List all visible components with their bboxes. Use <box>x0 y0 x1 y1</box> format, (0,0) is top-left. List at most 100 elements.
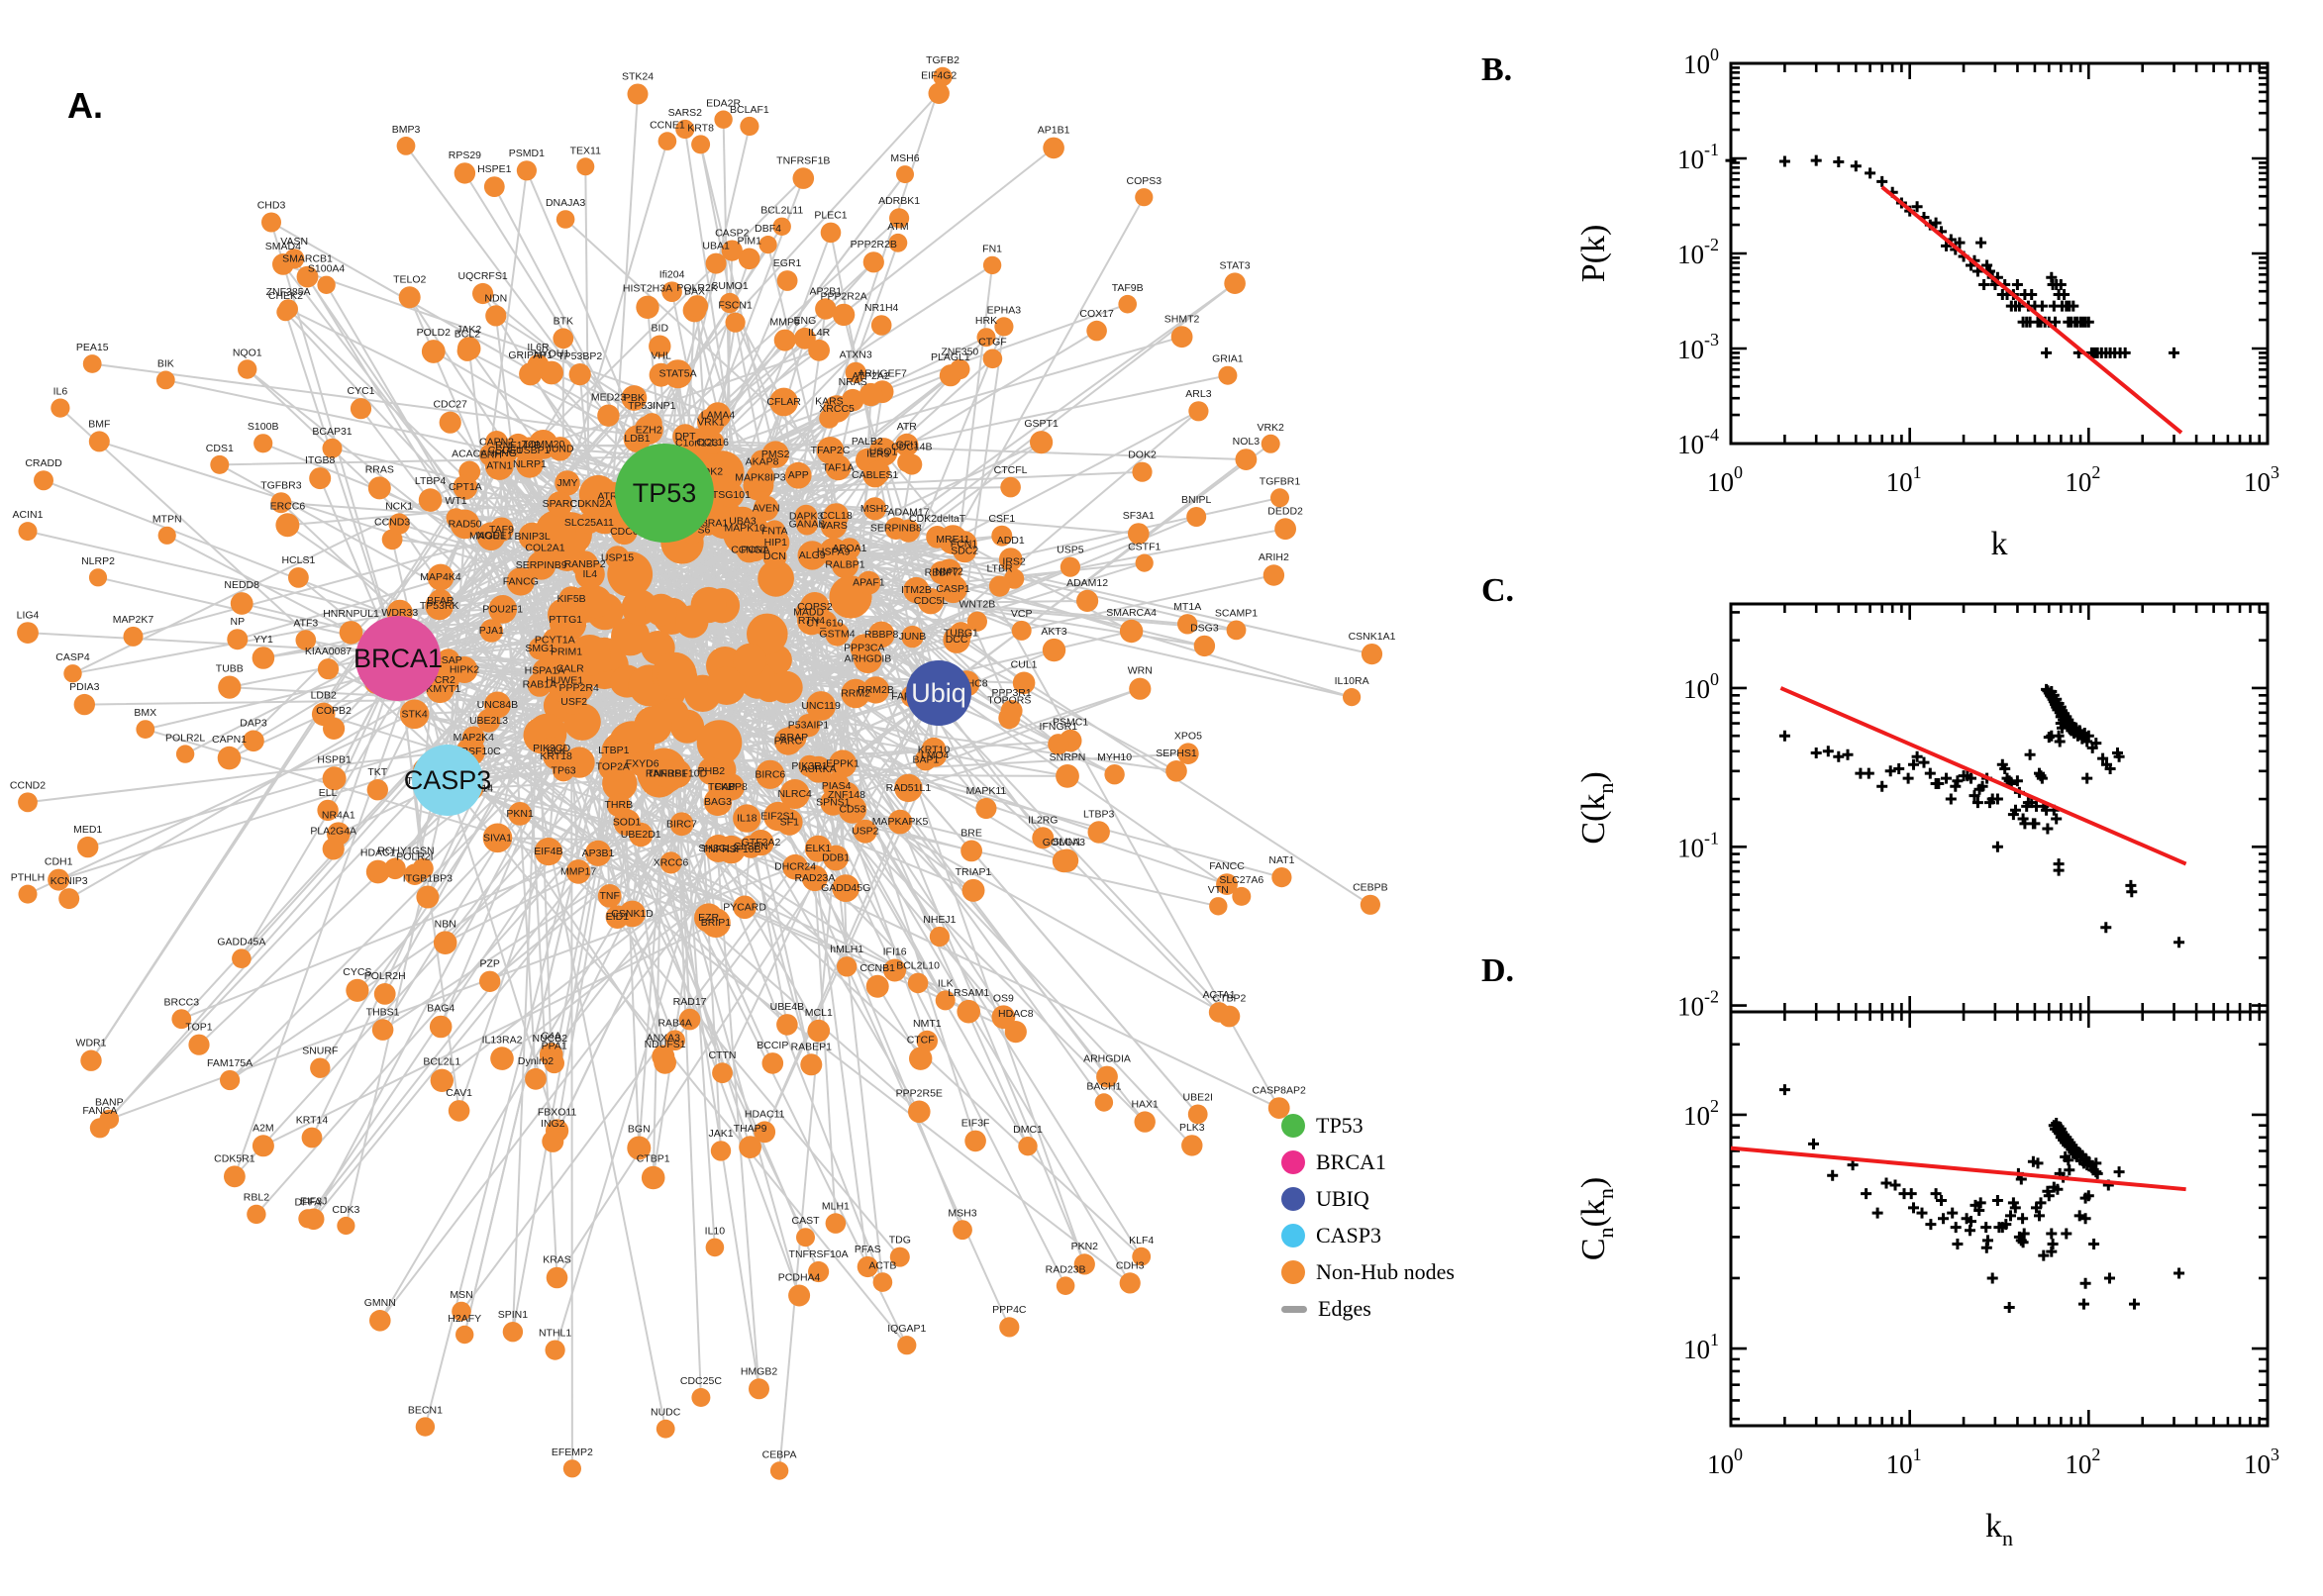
network-node <box>862 251 884 273</box>
network-node <box>678 1008 701 1031</box>
network-node <box>415 1417 436 1437</box>
legend-item-edges: Edges <box>1281 1296 1455 1322</box>
gene-label: PCYT1A <box>535 635 575 647</box>
network-node <box>772 217 791 236</box>
network-node <box>901 625 924 648</box>
network-node <box>453 474 478 500</box>
network-node <box>1011 620 1032 641</box>
network-node <box>243 730 264 752</box>
network-node <box>691 135 711 154</box>
network-node <box>218 675 242 699</box>
network-node <box>1181 1135 1203 1156</box>
gene-label: ACTA1 <box>1203 989 1236 1001</box>
gene-label: ELK1 <box>806 843 832 854</box>
network-node <box>284 249 305 269</box>
gene-label: UBA3 <box>729 515 757 527</box>
network-node <box>597 404 620 427</box>
network-node <box>1170 326 1193 349</box>
gene-label: BID <box>652 322 669 334</box>
gene-label: SEPHS1 <box>1156 748 1197 759</box>
network-node <box>611 617 651 656</box>
network-node <box>697 408 725 437</box>
network-node <box>832 874 860 902</box>
gene-label: KRT18 <box>540 750 572 762</box>
network-node <box>797 541 827 570</box>
gene-label: CYCS <box>343 966 371 978</box>
network-node <box>839 538 860 560</box>
gene-label: SMARCA4 <box>1106 607 1157 619</box>
network-node <box>1132 1247 1152 1266</box>
network-node <box>295 630 317 650</box>
gene-label: PPP2R2B <box>851 239 897 250</box>
network-node <box>252 647 275 669</box>
gene-label: KRT8 <box>687 122 714 134</box>
network-node <box>455 1325 474 1345</box>
gene-label: ADD1 <box>997 535 1025 547</box>
network-node <box>939 574 967 604</box>
axis-ticks <box>1731 63 2268 444</box>
gene-label: ACACA <box>452 449 487 460</box>
network-node <box>1118 294 1137 314</box>
gene-label: HIP1 <box>764 537 788 549</box>
gene-label: DFFA <box>294 1196 321 1208</box>
gene-label: SPIN1 <box>498 1309 529 1321</box>
gene-label: CCND3 <box>374 516 410 528</box>
gene-label: DNAJA3 <box>546 197 585 209</box>
gene-label: CDH1 <box>45 856 73 868</box>
gene-label: CPT1A <box>449 481 482 493</box>
network-node <box>656 1419 675 1439</box>
network-node <box>807 1019 831 1043</box>
network-node <box>433 931 457 954</box>
network-node <box>800 1053 823 1076</box>
gene-label: PLEC1 <box>814 210 847 222</box>
gene-label: ARHGEF7 <box>858 367 907 379</box>
casp3-swatch-icon <box>1281 1224 1305 1247</box>
network-node <box>801 864 829 892</box>
y-axis-title: P(k) <box>1575 225 1612 283</box>
network-node <box>502 1322 524 1343</box>
gene-label: EIF3F <box>961 1118 990 1130</box>
network-node <box>18 522 38 542</box>
network-node <box>1032 827 1055 849</box>
network-node <box>253 434 273 453</box>
network-node <box>926 526 949 549</box>
network-node <box>691 1388 711 1407</box>
gene-label: FKBP8 <box>715 781 748 793</box>
gene-label: FN1 <box>982 244 1002 255</box>
network-node <box>88 568 108 587</box>
network-node <box>865 974 889 998</box>
network-node <box>619 900 646 928</box>
gene-label: VRK1 <box>697 416 725 428</box>
gene-label: RAD17 <box>673 996 707 1008</box>
network-node <box>663 359 693 389</box>
gene-label: HCLS1 <box>281 554 315 566</box>
network-node <box>452 1301 471 1322</box>
gene-label: FXYD6 <box>626 758 659 770</box>
gene-label: SMARCB1 <box>282 253 333 265</box>
gene-label: ARHGDIB <box>844 653 891 665</box>
network-node <box>1262 564 1285 586</box>
gene-label: RRM2B <box>858 684 894 696</box>
gene-label: MRE11 <box>936 534 969 546</box>
network-node <box>439 411 461 434</box>
network-node <box>788 1284 811 1307</box>
network-node <box>1135 553 1154 572</box>
network-node <box>542 1130 564 1152</box>
gene-label: IFI16 <box>883 946 907 957</box>
gene-label: DMC1 <box>1013 1124 1043 1136</box>
network-node <box>220 1069 241 1091</box>
x-axis-title: k <box>1991 526 2008 562</box>
network-node <box>366 779 388 801</box>
network-node <box>641 1165 665 1190</box>
gene-label: MTPN <box>152 514 182 526</box>
network-node <box>1056 764 1079 788</box>
gene-label: KLF4 <box>1129 1235 1154 1247</box>
xtick-label: 102 <box>2065 462 2100 497</box>
network-node <box>710 1141 732 1161</box>
network-node <box>657 132 677 150</box>
gene-label: TOP1 <box>185 1022 212 1034</box>
gene-label: PPP2R2A <box>820 291 866 303</box>
network-node <box>966 611 988 632</box>
gene-label: FANCC <box>1209 860 1245 872</box>
gene-label: CCNE1 <box>650 119 685 131</box>
